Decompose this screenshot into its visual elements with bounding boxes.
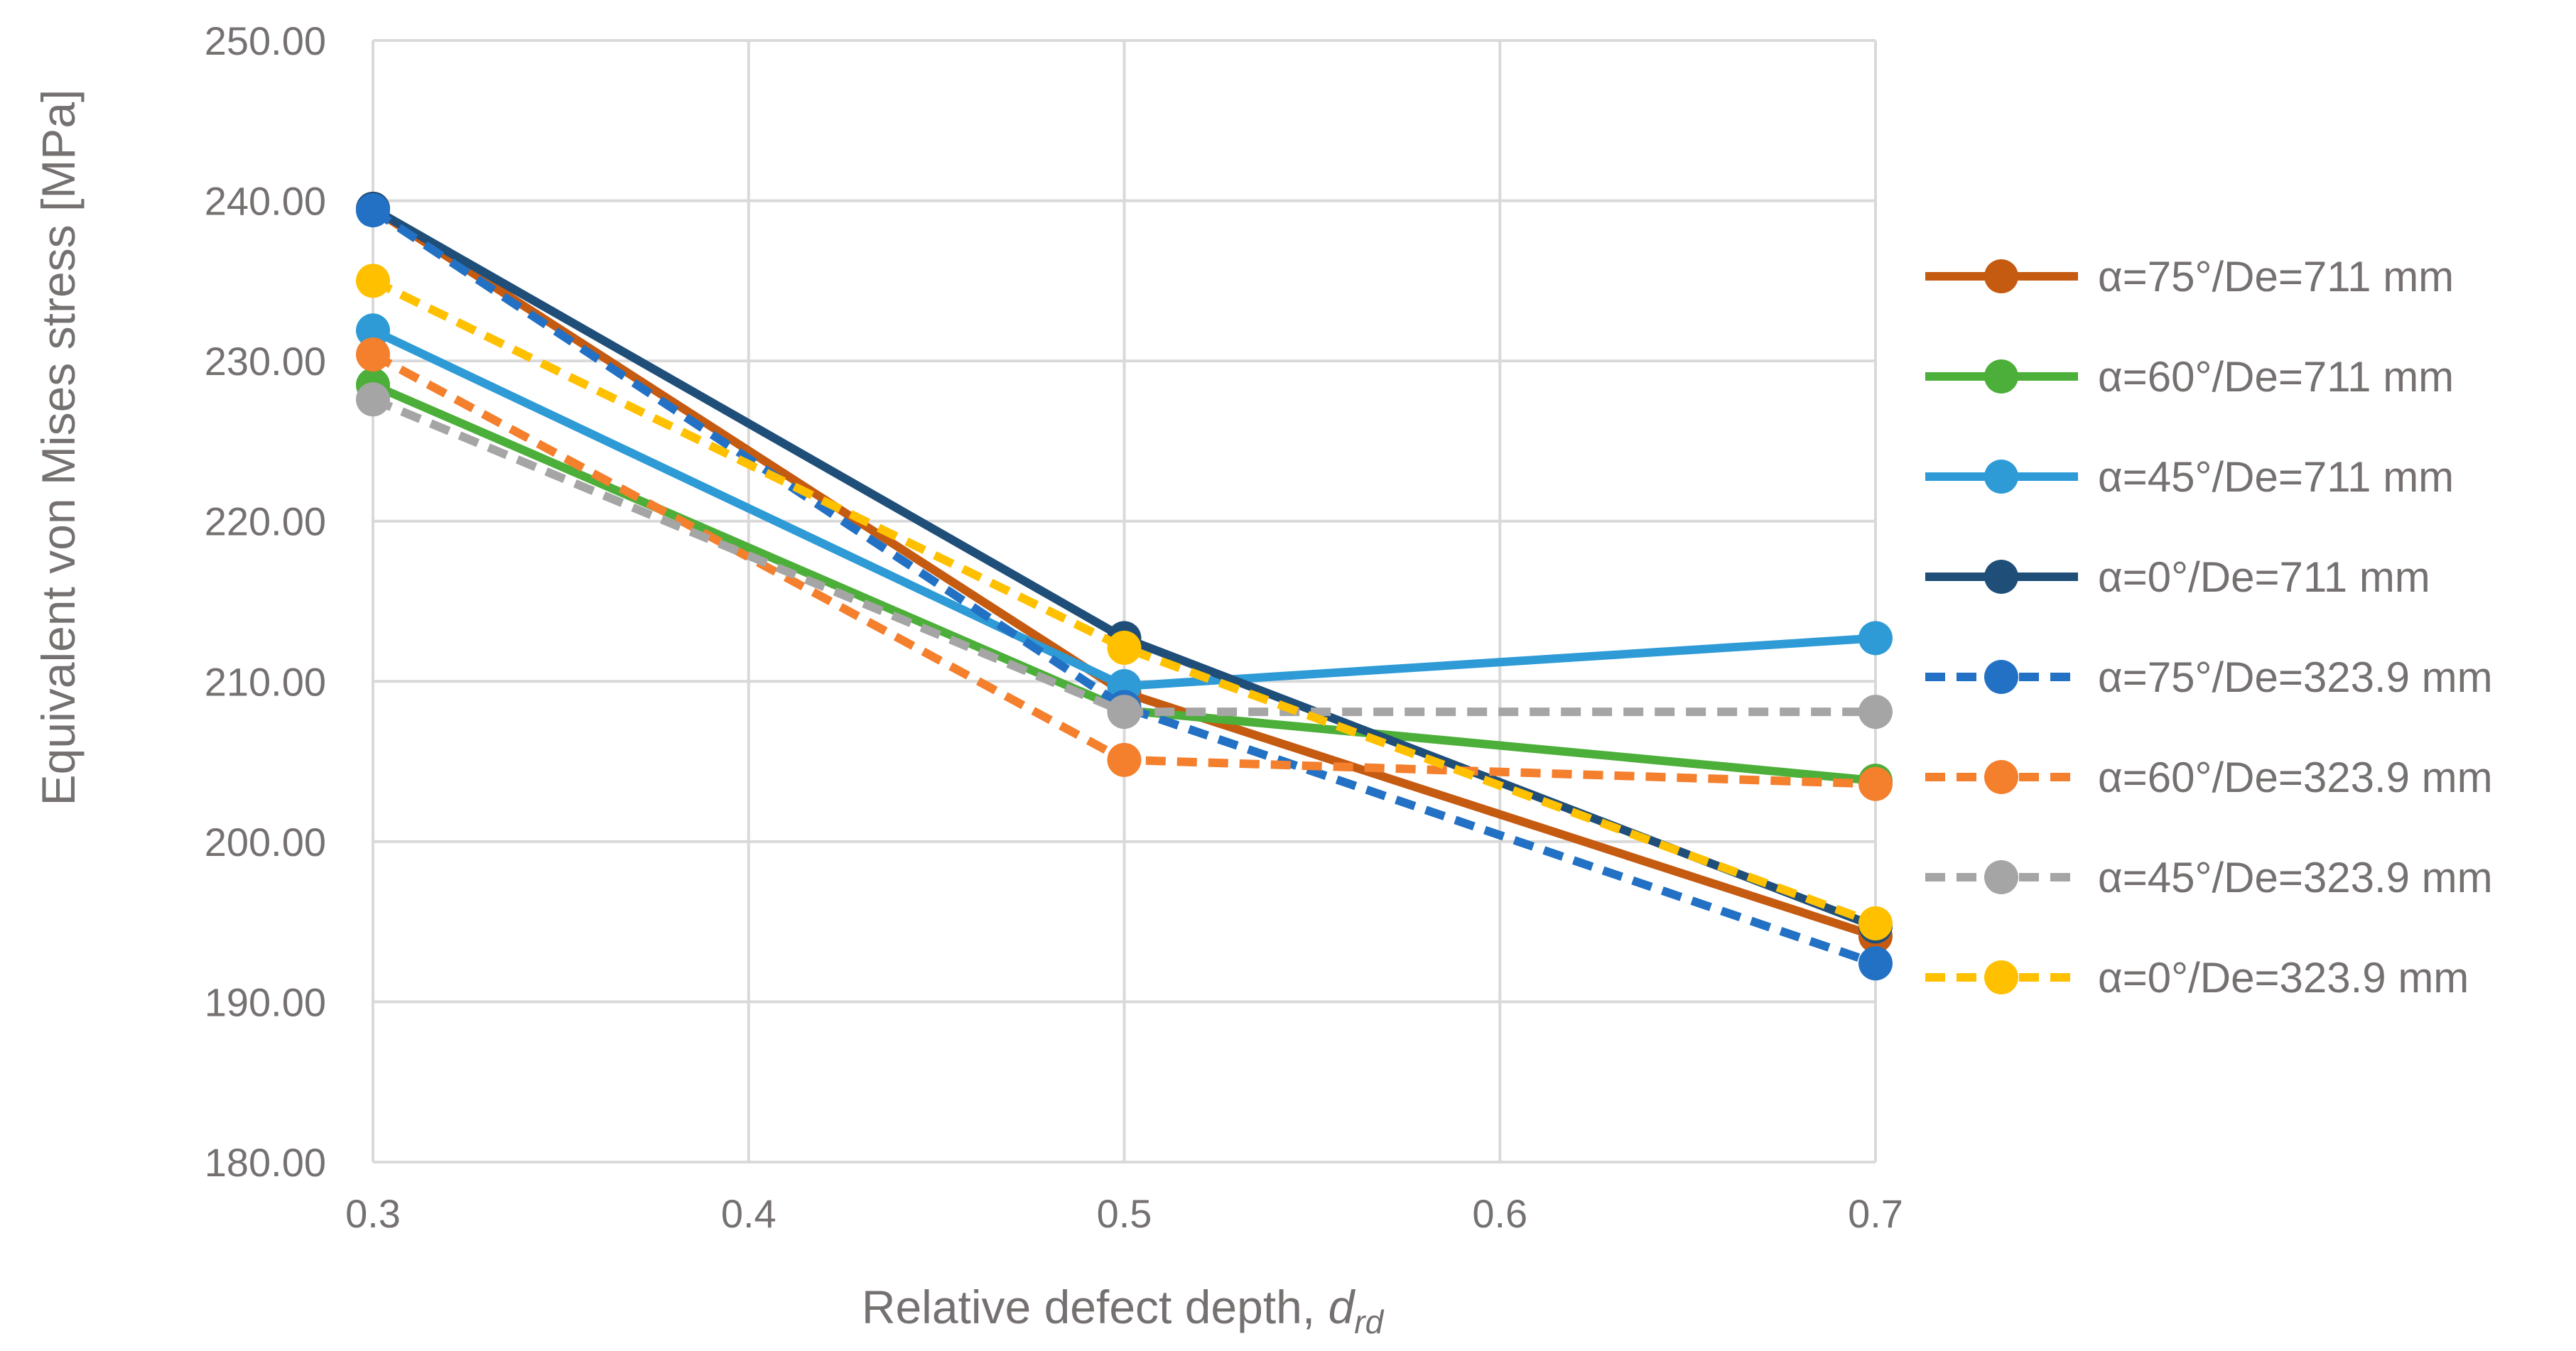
y-tick-label: 200.00	[205, 820, 326, 864]
series-7	[356, 382, 1893, 729]
legend-label: α=60°/De=323.9 mm	[2098, 754, 2493, 801]
legend-swatch-marker	[1984, 560, 2018, 594]
y-tick-label: 210.00	[205, 659, 326, 704]
legend-label: α=75°/De=323.9 mm	[2098, 653, 2493, 701]
legend-item: α=0°/De=323.9 mm	[1925, 954, 2469, 1002]
data-point	[1107, 630, 1142, 665]
x-axis-ticks: 0.3 0.4 0.5 0.6 0.7	[345, 1191, 1903, 1236]
legend-label: α=45°/De=323.9 mm	[2098, 854, 2493, 901]
y-tick-label: 220.00	[205, 499, 326, 544]
legend-label: α=0°/De=323.9 mm	[2098, 954, 2469, 1002]
data-point	[356, 264, 390, 298]
y-axis-title: Equivalent von Mises stress [MPa]	[32, 89, 85, 806]
legend-swatch-marker	[1984, 960, 2018, 994]
legend-label: α=75°/De=711 mm	[2098, 253, 2454, 300]
data-point	[1858, 621, 1893, 656]
legend-swatch-marker	[1984, 760, 2018, 794]
data-point	[356, 382, 390, 417]
data-point	[356, 313, 390, 348]
series-6	[356, 337, 1893, 801]
legend-item: α=45°/De=323.9 mm	[1925, 854, 2493, 901]
legend-swatch-marker	[1984, 259, 2018, 293]
data-point	[1107, 695, 1142, 729]
x-tick-label: 0.7	[1848, 1191, 1903, 1236]
data-point	[1107, 742, 1142, 777]
legend-item: α=60°/De=323.9 mm	[1925, 754, 2493, 801]
legend-label: α=60°/De=711 mm	[2098, 353, 2454, 401]
data-point	[1858, 946, 1893, 981]
legend-label: α=0°/De=711 mm	[2098, 553, 2430, 601]
legend-item: α=75°/De=711 mm	[1925, 253, 2454, 300]
x-tick-label: 0.4	[721, 1191, 776, 1236]
y-tick-label: 250.00	[205, 18, 326, 63]
y-tick-label: 180.00	[205, 1140, 326, 1185]
y-tick-label: 240.00	[205, 179, 326, 224]
series-line	[370, 207, 1877, 967]
x-axis-title-subscript: rd	[1354, 1303, 1384, 1340]
y-tick-label: 190.00	[205, 980, 326, 1024]
legend-swatch-marker	[1984, 660, 2018, 694]
data-point	[1858, 766, 1893, 801]
series-8	[356, 264, 1893, 940]
data-point	[356, 337, 390, 372]
y-tick-label: 230.00	[205, 339, 326, 384]
legend: α=75°/De=711 mm α=60°/De=711 mm α=45°/De=7…	[1925, 253, 2493, 1002]
x-axis-title: Relative defect depth, drd	[862, 1281, 1385, 1340]
x-tick-label: 0.5	[1097, 1191, 1152, 1236]
legend-swatch-marker	[1984, 460, 2018, 494]
legend-item: α=0°/De=711 mm	[1925, 553, 2430, 601]
x-axis-title-variable: d	[1328, 1281, 1356, 1333]
x-tick-label: 0.6	[1472, 1191, 1527, 1236]
legend-item: α=45°/De=711 mm	[1925, 453, 2454, 501]
gridlines	[372, 39, 1877, 1163]
x-axis-title-main: Relative defect depth,	[862, 1281, 1328, 1333]
x-tick-label: 0.3	[345, 1191, 401, 1236]
legend-item: α=60°/De=711 mm	[1925, 353, 2454, 401]
legend-item: α=75°/De=323.9 mm	[1925, 653, 2493, 701]
y-axis-ticks: 180.00 190.00 200.00 210.00 220.00 230.00 240.…	[205, 18, 326, 1185]
data-point	[1858, 906, 1893, 940]
legend-swatch-marker	[1984, 359, 2018, 394]
legend-label: α=45°/De=711 mm	[2098, 453, 2454, 501]
legend-swatch-marker	[1984, 860, 2018, 894]
data-point	[356, 193, 390, 228]
data-point	[1858, 695, 1893, 729]
series-layer	[356, 191, 1893, 981]
